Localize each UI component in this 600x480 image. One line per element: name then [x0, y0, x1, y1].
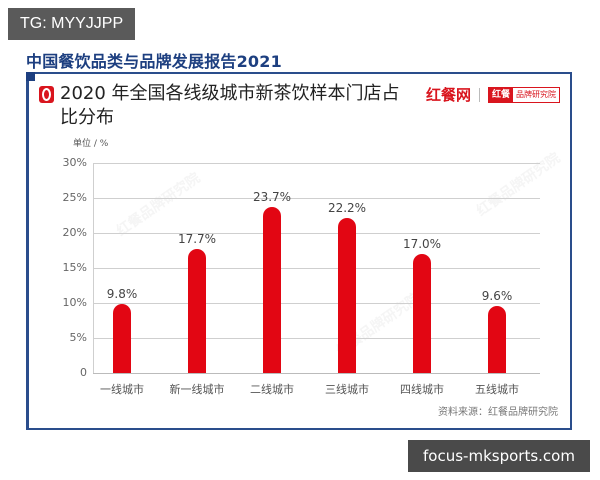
bar-value-label: 17.7% — [177, 232, 217, 247]
bar — [263, 207, 281, 373]
brand-divider — [478, 87, 480, 102]
bar — [488, 305, 506, 373]
brand-institute-logo: 红餐 品牌研究院 — [487, 86, 560, 103]
gridline — [93, 163, 540, 164]
gridline — [93, 198, 540, 199]
site-tag-overlay: focus-mksports.com — [408, 440, 590, 472]
report-title: 中国餐饮品类与品牌发展报告2021 — [26, 52, 282, 71]
x-tick-label: 四线城市 — [400, 383, 444, 396]
chart-frame: 2020 年全国各线级城市新茶饮样本门店占比分布 红餐网 红餐 品牌研究院 单位… — [26, 72, 572, 430]
x-tick-label: 新一线城市 — [169, 383, 225, 396]
bar-value-label: 9.6% — [481, 288, 513, 303]
bar — [113, 304, 131, 373]
bar-value-label: 17.0% — [402, 237, 442, 251]
brand-box-text: 品牌研究院 — [516, 89, 556, 99]
brand-box-red: 红餐 — [488, 87, 513, 102]
frame-corner-accent — [26, 72, 35, 81]
y-axis-unit: 单位 / % — [73, 139, 109, 149]
bar — [188, 249, 206, 373]
y-tick-label: 30% — [62, 156, 87, 169]
y-tick-label: 10% — [62, 296, 87, 309]
y-tick-label: 0 — [80, 366, 87, 379]
x-tick-label: 三线城市 — [325, 383, 369, 396]
gridline — [93, 233, 540, 234]
x-axis-line — [93, 373, 540, 374]
tg-tag-overlay: TG: MYYJJPP — [8, 8, 136, 40]
bar — [413, 254, 431, 373]
chart-title: 2020 年全国各线级城市新茶饮样本门店占比分布 — [60, 83, 400, 128]
x-tick-label: 一线城市 — [100, 383, 144, 396]
y-tick-label: 20% — [62, 226, 87, 239]
x-tick-label: 二线城市 — [250, 383, 294, 396]
gridline — [93, 338, 540, 339]
bar-value-label: 22.2% — [327, 200, 367, 215]
y-tick-label: 5% — [69, 331, 87, 344]
x-tick-label: 五线城市 — [475, 383, 519, 396]
gridline — [93, 268, 540, 269]
data-source-note: 资料来源：红餐品牌研究院 — [438, 407, 558, 418]
brand-logos: 红餐网 红餐 品牌研究院 — [426, 84, 560, 105]
bar-value-label: 23.7% — [252, 190, 292, 205]
y-tick-label: 25% — [62, 191, 87, 204]
y-tick-label: 15% — [62, 261, 87, 274]
gridline — [93, 303, 540, 304]
red-logo-icon — [39, 86, 54, 103]
brand-main-logo: 红餐网 — [425, 86, 471, 104]
bar — [338, 217, 356, 373]
bar-value-label: 9.8% — [106, 287, 138, 302]
plot-area: 0 5% 10% 15% 20% 25% 30% 9.8% 一线城市 17.7% 新一… — [63, 156, 540, 396]
